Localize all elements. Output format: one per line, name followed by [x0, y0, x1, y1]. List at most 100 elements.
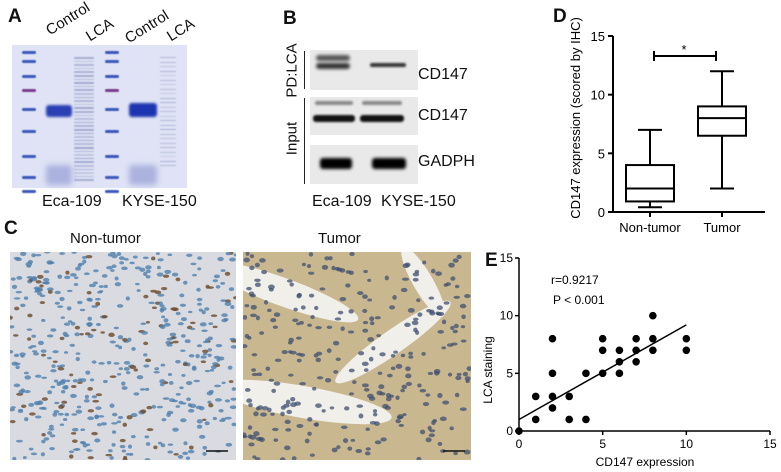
cell-nucleus [69, 373, 73, 376]
cell-nucleus [249, 291, 255, 296]
cell-nucleus [146, 270, 151, 274]
cell-nucleus [140, 322, 146, 325]
cell-nucleus [104, 285, 108, 288]
cell-nucleus [212, 362, 219, 365]
gel-band [46, 105, 72, 117]
cell-nucleus [378, 384, 384, 389]
cell-nucleus [453, 452, 458, 456]
cell-nucleus [397, 414, 404, 419]
cell-nucleus [186, 457, 190, 460]
cell-nucleus [21, 404, 26, 408]
cell-nucleus [24, 375, 31, 379]
cell-nucleus [254, 279, 260, 282]
cell-nucleus [285, 420, 291, 424]
cell-nucleus [243, 315, 247, 320]
cell-nucleus [426, 309, 431, 312]
cell-nucleus [269, 379, 274, 382]
cell-nucleus [229, 287, 234, 291]
gel-band [105, 89, 119, 92]
cell-nucleus [86, 298, 91, 302]
cell-nucleus [250, 314, 257, 318]
gel-band [160, 102, 176, 103]
cell-nucleus [195, 354, 199, 358]
cell-nucleus [349, 369, 355, 373]
cell-nucleus [202, 419, 206, 421]
data-point [532, 416, 540, 424]
cell-nucleus [61, 316, 65, 319]
cell-nucleus [158, 258, 164, 261]
cell-nucleus [86, 449, 92, 452]
cell-nucleus [35, 288, 42, 292]
cell-nucleus [145, 388, 149, 391]
cell-nucleus [43, 278, 49, 282]
cell-nucleus [455, 285, 460, 289]
cell-nucleus [327, 348, 332, 353]
data-point [582, 416, 590, 424]
cell-nucleus [178, 322, 184, 325]
cell-nucleus [160, 383, 165, 386]
cell-nucleus [259, 258, 266, 263]
cell-nucleus [190, 263, 196, 266]
cell-nucleus [258, 437, 263, 440]
cell-nucleus [400, 389, 405, 393]
cell-nucleus [67, 290, 73, 292]
cell-nucleus [20, 355, 24, 358]
gel-band [105, 51, 119, 54]
cell-nucleus [315, 403, 322, 408]
cell-nucleus [186, 381, 192, 385]
cell-nucleus [438, 442, 443, 446]
cell-nucleus [35, 254, 41, 256]
gel-band [74, 79, 94, 81]
cell-nucleus [44, 270, 50, 273]
x-tick-label: 15 [763, 437, 777, 451]
cell-nucleus [202, 310, 206, 314]
cell-nucleus [65, 271, 69, 275]
cell-nucleus [200, 355, 206, 358]
cell-nucleus [255, 282, 261, 287]
cell-nucleus [169, 381, 174, 385]
cell-nucleus [340, 297, 347, 301]
cell-nucleus [178, 455, 184, 459]
cell-nucleus [307, 264, 311, 268]
gel-band [74, 125, 94, 127]
cell-nucleus [229, 338, 235, 341]
cell-nucleus [465, 376, 471, 381]
band-label: CD147 [418, 66, 468, 84]
cell-nucleus [210, 369, 214, 372]
cell-nucleus [51, 364, 55, 368]
cell-nucleus [123, 423, 127, 427]
cell-nucleus [69, 450, 74, 453]
scatter-plot: LCA staining CD147 expression r=0.9217 P… [480, 245, 781, 472]
cell-nucleus [88, 409, 94, 412]
cell-nucleus [461, 339, 467, 342]
cell-nucleus [413, 272, 420, 276]
cell-nucleus [157, 273, 164, 277]
cell-nucleus [95, 298, 101, 301]
cell-nucleus [140, 388, 145, 391]
cell-nucleus [85, 395, 89, 399]
data-point [565, 393, 573, 401]
cell-nucleus [33, 352, 39, 355]
gel-band [74, 57, 94, 59]
gel-band [160, 161, 176, 162]
cell-nucleus [92, 360, 97, 363]
cell-nucleus [197, 256, 202, 259]
cell-label: KYSE-150 [122, 193, 197, 211]
cell-nucleus [230, 398, 236, 401]
cell-nucleus [355, 449, 362, 453]
cell-nucleus [140, 409, 146, 413]
cell-nucleus [296, 337, 302, 340]
gel-band [160, 147, 176, 148]
panel-b-label: B [283, 8, 297, 30]
gel-band [74, 136, 94, 138]
cell-nucleus [322, 409, 326, 412]
cell-nucleus [56, 382, 61, 386]
cell-nucleus [176, 405, 181, 408]
cell-nucleus [179, 386, 183, 389]
cell-nucleus [202, 350, 208, 354]
cell-nucleus [213, 326, 218, 329]
data-point [632, 335, 640, 343]
cell-nucleus [417, 384, 421, 388]
cell-nucleus [309, 294, 314, 298]
cell-nucleus [292, 456, 297, 460]
